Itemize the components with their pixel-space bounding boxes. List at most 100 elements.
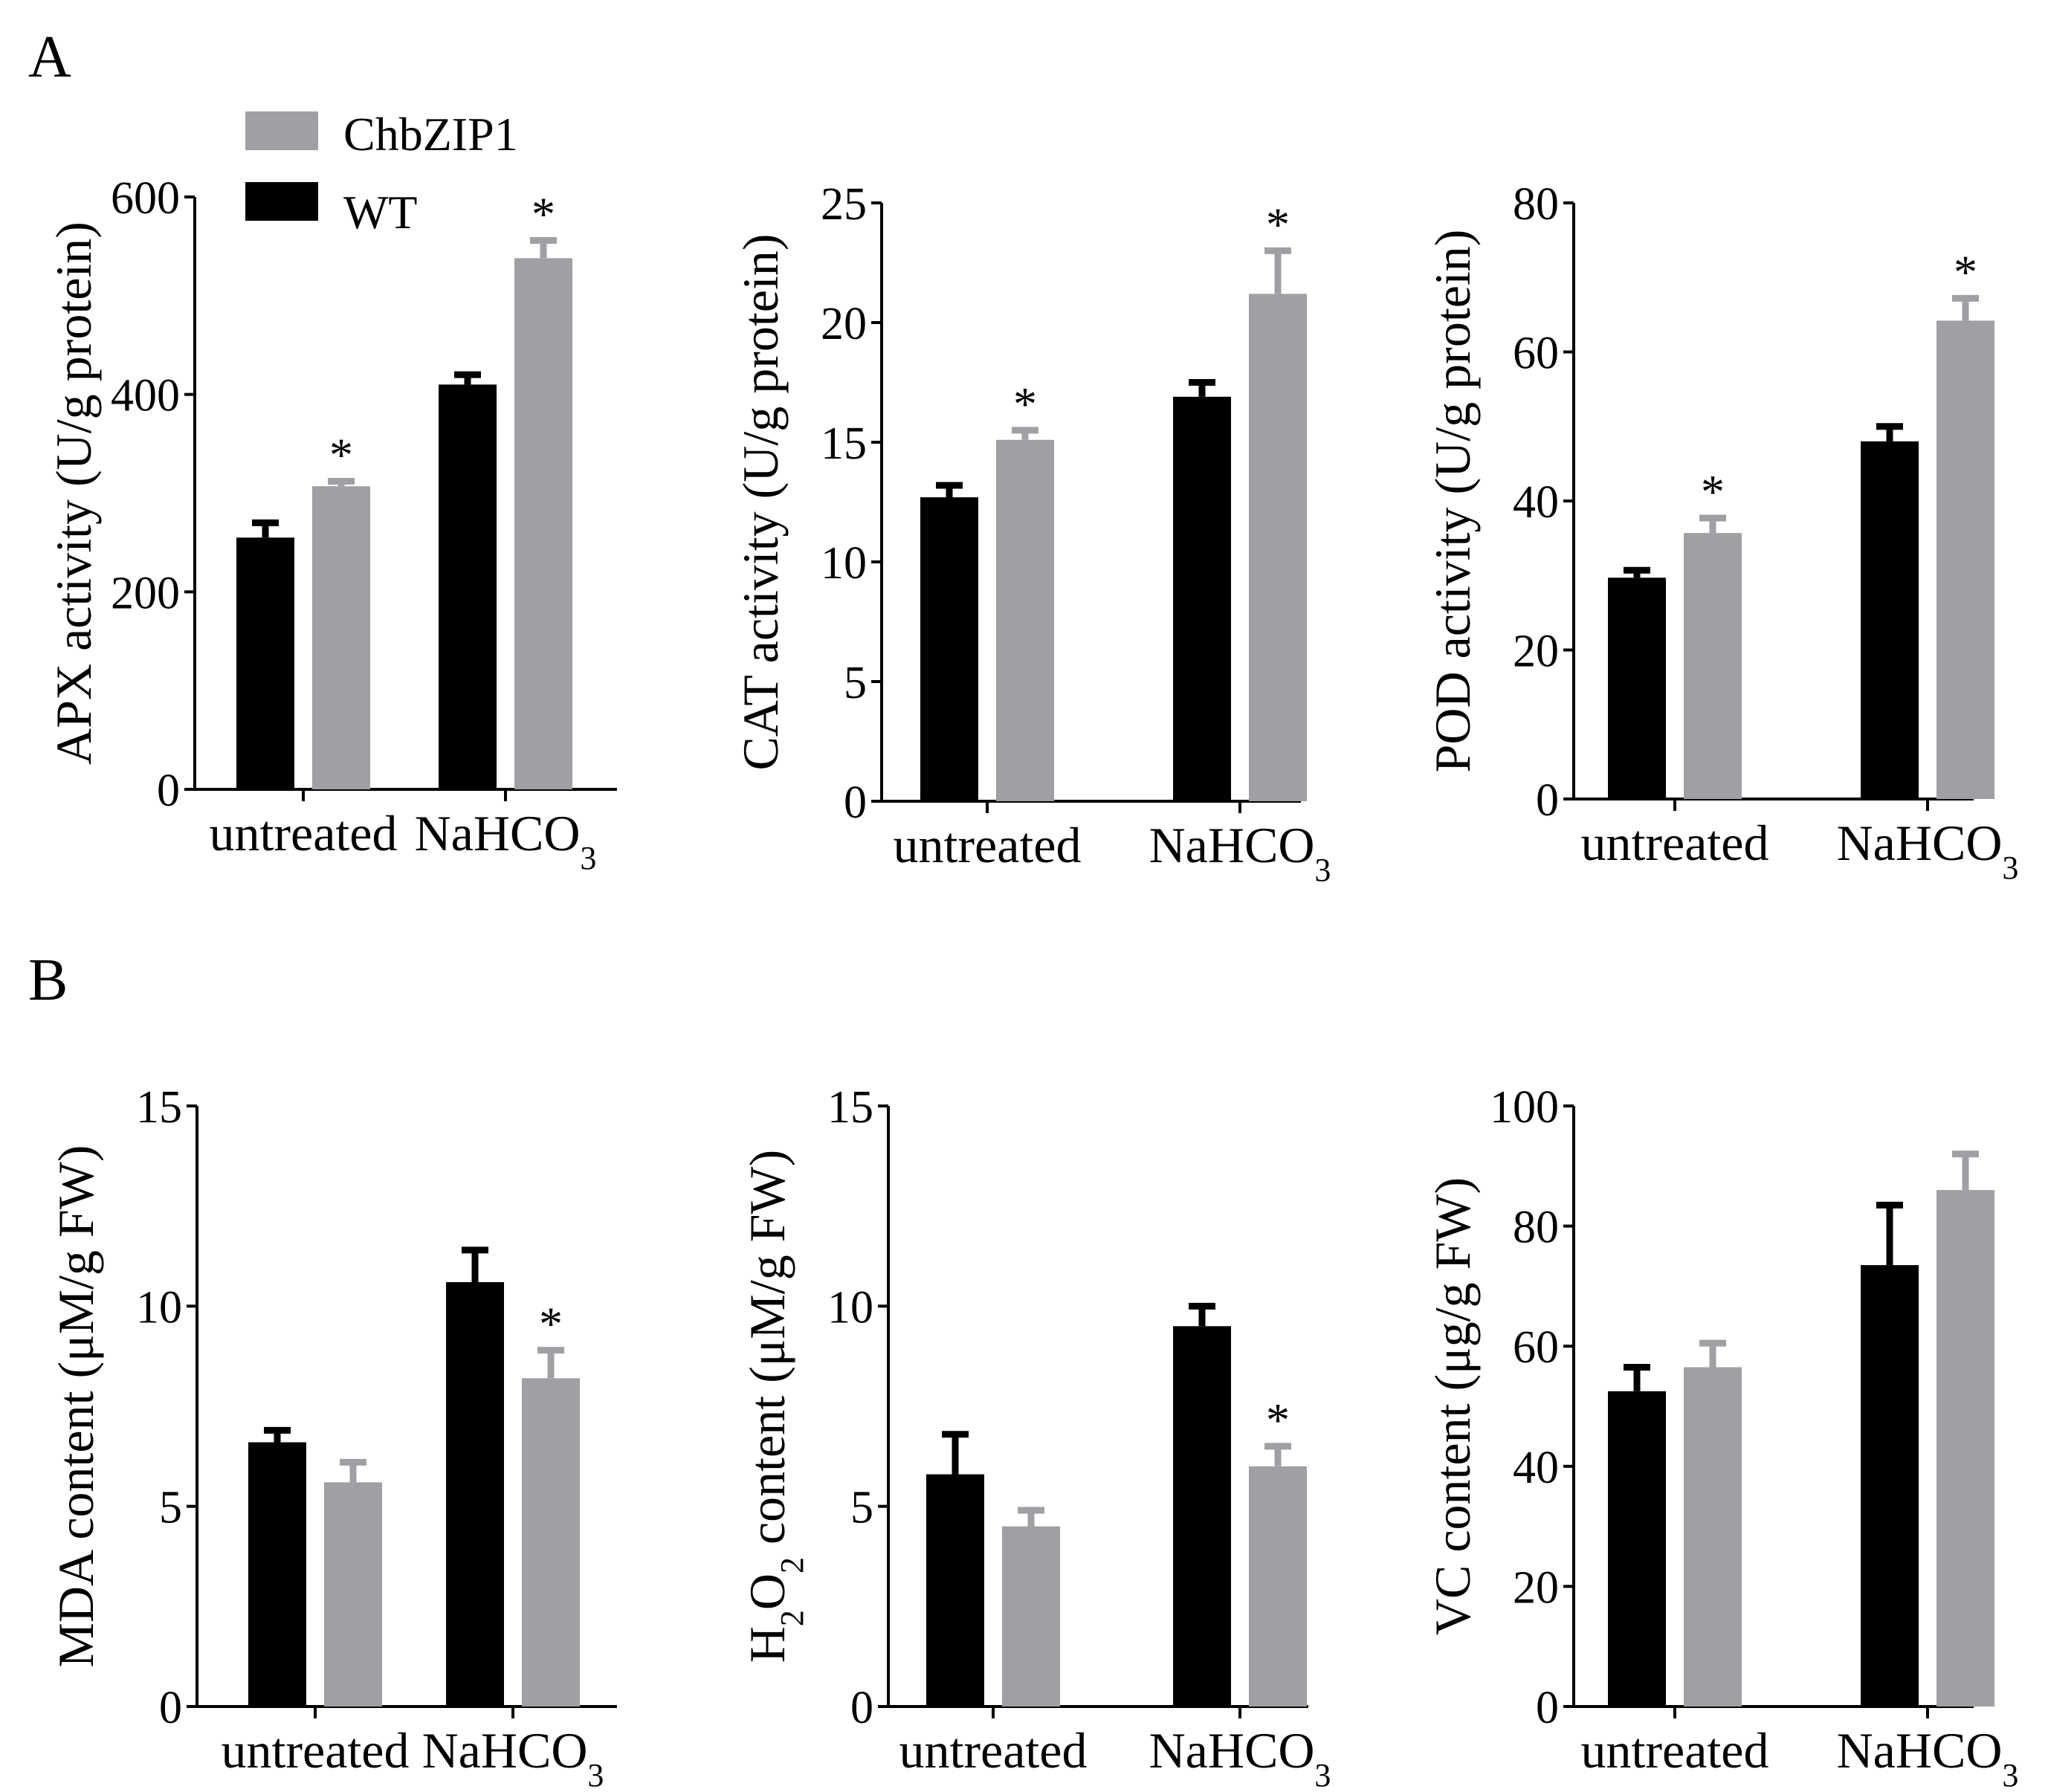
legend-swatch-chbzip1 [245,111,318,150]
x-tick-label-text: NaHCO [1837,815,2003,871]
bar-wt-1 [1608,1391,1666,1707]
y-tick-label: 0 [1536,1683,1559,1733]
y-tick-label: 10 [827,1282,873,1333]
significance-star: * [539,1298,563,1351]
x-tick-label: untreated [222,1722,410,1779]
y-tick-label: 40 [1513,477,1559,528]
y-tick-label: 400 [111,371,180,421]
x-tick-label-subscript: 3 [1314,852,1331,888]
bar-chbzip1-1 [996,439,1054,801]
legend-label-wt: WT [343,186,418,239]
x-tick-label-text: untreated [210,805,398,861]
significance-star: * [1701,465,1725,518]
y-tick-label: 80 [1513,179,1559,230]
y-tick-label: 15 [821,418,867,469]
bar-wt-1 [236,537,294,789]
bar-chbzip1-2 [1936,320,1994,799]
x-tick-label-text: NaHCO [1149,817,1315,873]
x-tick-label: NaHCO3 [1149,1722,1331,1792]
legend-label-chbzip1: ChbZIP1 [343,108,518,161]
x-tick-label-text: NaHCO [1149,1722,1315,1779]
bar-wt-2 [439,384,497,789]
y-tick-label: 10 [821,538,867,589]
significance-star: * [1954,245,1977,298]
y-axis-label-part: 2 [774,1610,810,1626]
y-tick-label: 100 [1490,1082,1559,1133]
x-tick-label-text: untreated [899,1722,1088,1779]
x-tick-label-text: untreated [222,1722,410,1779]
y-tick-label: 200 [111,568,180,618]
y-tick-label: 600 [111,173,180,224]
bar-chbzip1-2 [1249,1466,1307,1707]
y-tick-label: 5 [159,1483,182,1533]
x-tick-label-text: NaHCO [422,1722,588,1779]
significance-star: * [329,429,353,482]
x-tick-label: NaHCO3 [1837,815,2019,886]
chart-2: 0 5 10 15 20 25 CAT activity (U/g protein) untr… [732,179,1331,888]
x-tick-label-subscript: 3 [1314,1757,1331,1792]
y-tick-label: 0 [844,777,867,828]
y-axis-label: MDA content (μM/g FW) [48,1145,104,1667]
y-axis-label: H2O2 content (μM/g FW) [739,1150,810,1663]
y-axis-label: CAT activity (U/g protein) [732,233,789,770]
x-tick-label-subscript: 3 [580,840,596,876]
y-tick-label: 60 [1513,1322,1559,1373]
y-axis-label: POD activity (U/g protein) [1424,230,1481,773]
y-tick-label: 60 [1513,329,1559,379]
y-tick-label: 25 [821,179,867,230]
x-tick-label-text: NaHCO [415,805,581,861]
y-tick-label: 20 [1513,627,1559,677]
legend-swatch-wt [245,182,318,221]
y-tick-label: 0 [159,1683,182,1733]
y-axis-label-part: 2 [774,1557,810,1573]
bar-wt-2 [1861,1265,1919,1707]
bar-chbzip1-1 [1684,533,1742,799]
significance-star: * [1266,1394,1290,1446]
y-tick-label: 20 [821,299,867,349]
bar-chbzip1-2 [514,258,572,789]
x-tick-label-text: untreated [1581,1722,1769,1779]
x-tick-label: NaHCO3 [1837,1722,2019,1792]
y-tick-label: 5 [844,658,867,708]
x-tick-label: NaHCO3 [1149,817,1331,888]
bar-chbzip1-2 [1936,1190,1994,1707]
x-tick-label-text: NaHCO [1837,1722,2003,1779]
x-tick-label: NaHCO3 [415,805,597,876]
x-tick-label: untreated [899,1722,1088,1779]
x-tick-label-subscript: 3 [2002,1757,2018,1792]
bar-chbzip1-1 [1002,1526,1060,1707]
legend: ChbZIP1 WT [245,108,518,239]
bar-wt-2 [1173,1326,1231,1707]
y-tick-label: 20 [1513,1562,1559,1613]
x-tick-label: untreated [1581,1722,1769,1779]
bar-wt-1 [1608,578,1666,799]
bar-wt-1 [926,1474,984,1707]
significance-star: * [1266,198,1290,250]
y-tick-label: 40 [1513,1443,1559,1493]
y-tick-label: 80 [1513,1203,1559,1253]
bar-wt-2 [1861,441,1919,799]
y-tick-label: 15 [827,1082,873,1133]
bar-chbzip1-1 [324,1482,382,1707]
significance-star: * [1013,378,1037,430]
x-tick-label: untreated [894,817,1082,873]
x-tick-label: untreated [210,805,398,861]
y-axis-label: APX activity (U/g protein) [45,221,102,765]
y-tick-label: 0 [1536,775,1559,826]
bar-wt-2 [1173,396,1231,801]
x-tick-label-subscript: 3 [587,1757,604,1792]
x-tick-label-text: untreated [1581,815,1769,871]
panel-label-a: A [28,25,71,90]
y-tick-label: 0 [850,1683,873,1733]
panel-label-b: B [28,948,68,1013]
y-axis-label-part: content (μM/g FW) [739,1150,795,1557]
bar-wt-1 [920,497,978,801]
y-tick-label: 15 [136,1082,182,1133]
x-tick-label: untreated [1581,815,1769,871]
bar-wt-1 [248,1442,306,1707]
